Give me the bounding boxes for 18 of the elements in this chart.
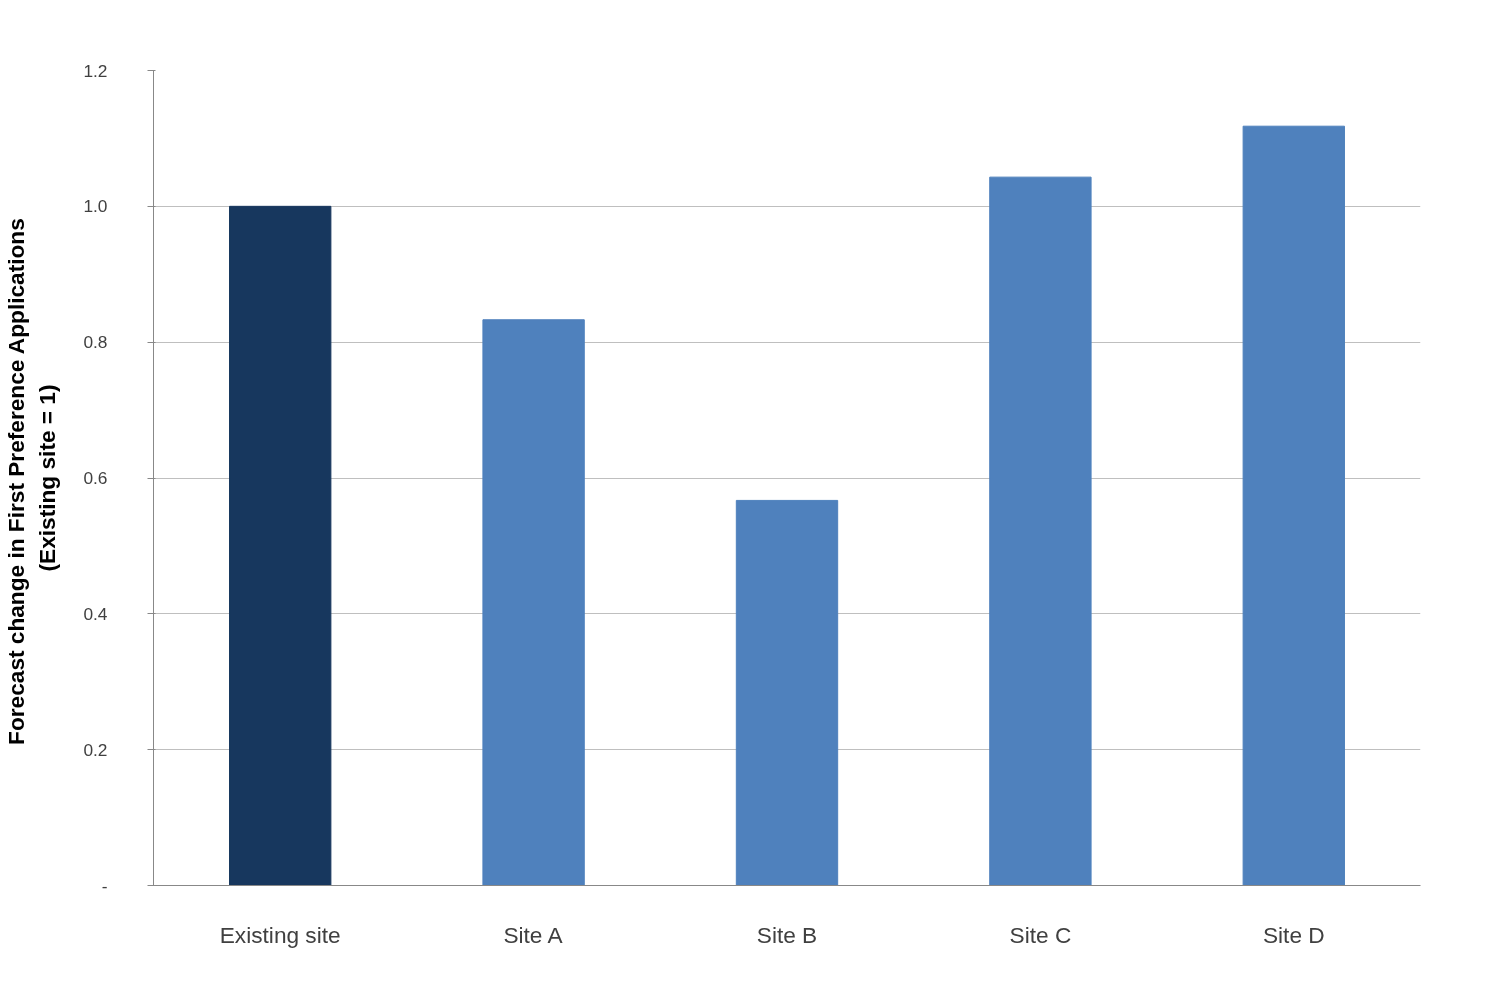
bar: [735, 499, 839, 886]
x-tick-label: Existing site: [219, 921, 341, 948]
y-tick-label: 1.2: [83, 60, 108, 81]
y-tick-label: 0.8: [83, 332, 108, 353]
x-tick-label: Site A: [503, 921, 564, 948]
y-tick-label: 1.0: [83, 196, 108, 217]
y-tick-label: 0.6: [83, 468, 108, 488]
y-tick-label: 0.2: [83, 739, 108, 760]
x-tick-label: Site D: [1262, 921, 1325, 948]
bar: [482, 319, 585, 886]
y-tick-label: -: [101, 875, 108, 896]
bar: [229, 205, 332, 886]
y-tick-label: 0.4: [83, 603, 108, 624]
bar: [1242, 125, 1345, 886]
x-tick-label: Site C: [1009, 921, 1072, 948]
bar: [989, 176, 1092, 886]
y-axis-title: Forecast change in First Preference Applications (Existing site = 1): [3, 218, 61, 745]
x-tick-label: Site B: [756, 921, 818, 948]
